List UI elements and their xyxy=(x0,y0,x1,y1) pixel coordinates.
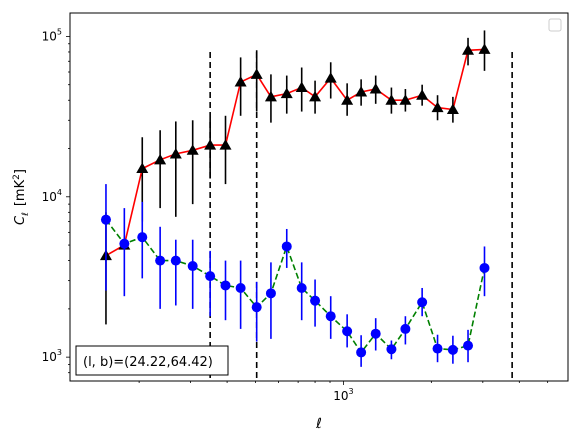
annotation-box: (l, b)=(24.22,64.42) xyxy=(75,345,229,376)
marker-1-7 xyxy=(220,280,231,291)
y-tick-label: 105 xyxy=(42,27,62,43)
marker-1-11 xyxy=(281,241,292,252)
marker-0-24 xyxy=(478,43,491,54)
marker-1-19 xyxy=(400,323,411,334)
series-0 xyxy=(99,30,491,325)
marker-0-9 xyxy=(250,68,263,79)
annotation-text: (l, b)=(24.22,64.42) xyxy=(83,355,213,370)
marker-0-15 xyxy=(341,94,354,105)
marker-1-15 xyxy=(342,326,353,337)
marker-1-10 xyxy=(265,288,276,299)
marker-0-16 xyxy=(355,86,368,97)
marker-0-8 xyxy=(234,75,247,87)
marker-0-4 xyxy=(169,147,182,159)
marker-0-11 xyxy=(280,87,293,99)
marker-0-12 xyxy=(295,81,308,93)
x-axis-label: ℓ xyxy=(315,416,322,432)
marker-1-6 xyxy=(205,271,216,282)
marker-0-23 xyxy=(462,44,475,55)
marker-1-9 xyxy=(251,302,262,313)
marker-1-5 xyxy=(187,261,198,272)
marker-1-17 xyxy=(370,328,381,339)
marker-1-8 xyxy=(235,282,246,293)
marker-1-1 xyxy=(119,238,130,249)
y-axis-label: Cℓ[mK2] xyxy=(12,169,31,225)
marker-0-22 xyxy=(446,103,459,115)
marker-0-18 xyxy=(385,94,398,105)
marker-1-0 xyxy=(100,214,111,225)
y-axis: 103 104 105 xyxy=(42,27,70,374)
x-axis: 103 xyxy=(138,381,549,403)
marker-1-23 xyxy=(463,340,474,351)
y-tick-label: 104 xyxy=(42,188,62,204)
marker-1-3 xyxy=(155,255,166,266)
marker-1-2 xyxy=(137,232,148,243)
marker-0-7 xyxy=(219,139,232,150)
marker-0-10 xyxy=(264,90,277,102)
marker-0-19 xyxy=(399,94,412,105)
marker-1-4 xyxy=(170,255,181,266)
marker-0-2 xyxy=(136,162,149,174)
marker-1-21 xyxy=(432,343,443,354)
legend-box xyxy=(548,18,562,32)
marker-1-20 xyxy=(417,297,428,308)
marker-0-17 xyxy=(369,83,382,94)
marker-0-20 xyxy=(416,89,429,100)
y-tick-label: 103 xyxy=(42,348,62,364)
marker-1-24 xyxy=(479,262,490,273)
marker-1-16 xyxy=(356,347,367,358)
plot-series xyxy=(99,30,491,367)
marker-1-18 xyxy=(386,344,397,355)
marker-1-12 xyxy=(296,282,307,293)
marker-1-22 xyxy=(447,344,458,355)
marker-0-3 xyxy=(154,153,167,165)
marker-0-21 xyxy=(431,101,444,113)
x-tick-label: 103 xyxy=(333,387,353,403)
marker-0-14 xyxy=(324,72,337,83)
marker-0-5 xyxy=(186,144,199,155)
marker-1-13 xyxy=(310,295,321,306)
marker-0-6 xyxy=(204,139,217,150)
marker-0-13 xyxy=(309,90,322,102)
marker-1-14 xyxy=(325,311,336,322)
annotation-frame xyxy=(75,345,229,376)
series-1 xyxy=(100,184,490,367)
